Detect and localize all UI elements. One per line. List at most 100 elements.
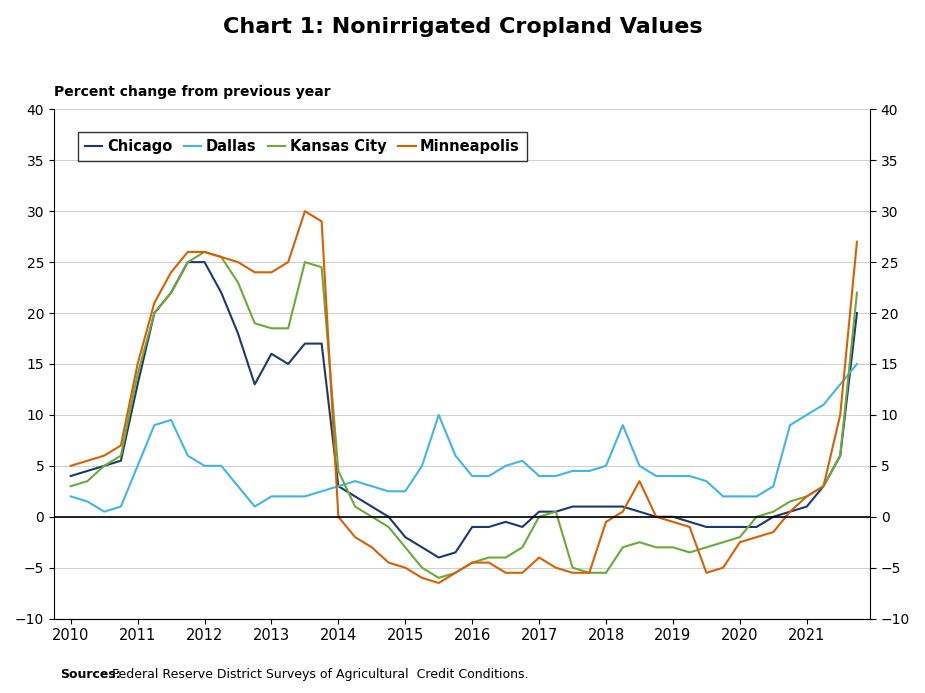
Minneapolis [567, 569, 578, 577]
Kansas City [517, 543, 528, 552]
Minneapolis [249, 268, 260, 277]
Minneapolis [416, 574, 427, 582]
Dallas [634, 462, 645, 470]
Chicago [550, 507, 561, 516]
Chicago [116, 457, 127, 465]
Kansas City [701, 543, 712, 552]
Chicago [617, 502, 628, 511]
Dallas [99, 507, 110, 516]
Kansas City [232, 279, 243, 287]
Kansas City [751, 513, 762, 521]
Dallas [584, 467, 595, 475]
Minneapolis [216, 253, 227, 261]
Kansas City [166, 288, 177, 297]
Minneapolis [718, 563, 729, 572]
Kansas City [466, 559, 477, 567]
Chicago [216, 288, 227, 297]
Minneapolis [600, 518, 611, 526]
Minneapolis [751, 533, 762, 541]
Minneapolis [283, 258, 294, 266]
Kansas City [734, 533, 746, 541]
Kansas City [249, 319, 260, 327]
Kansas City [534, 513, 545, 521]
Chicago [701, 523, 712, 531]
Line: Chicago: Chicago [70, 262, 857, 557]
Chicago [784, 507, 796, 516]
Chicago [718, 523, 729, 531]
Chicago [734, 523, 746, 531]
Dallas [333, 482, 344, 491]
Minneapolis [350, 533, 361, 541]
Kansas City [617, 543, 628, 552]
Minneapolis [584, 569, 595, 577]
Dallas [82, 498, 93, 506]
Kansas City [684, 548, 696, 556]
Minneapolis [265, 268, 277, 277]
Dallas [534, 472, 545, 480]
Chicago [99, 462, 110, 470]
Minneapolis [450, 569, 461, 577]
Minneapolis [768, 528, 779, 536]
Dallas [567, 467, 578, 475]
Chicago [433, 553, 444, 561]
Kansas City [383, 523, 394, 531]
Line: Kansas City: Kansas City [70, 252, 857, 578]
Kansas City [366, 513, 377, 521]
Kansas City [400, 543, 411, 552]
Chicago [517, 523, 528, 531]
Chicago [450, 548, 461, 556]
Chicago [600, 502, 611, 511]
Kansas City [851, 288, 862, 297]
Dallas [450, 452, 461, 460]
Chicago [249, 380, 260, 389]
Kansas City [82, 477, 93, 485]
Dallas [734, 492, 746, 500]
Chicago [534, 507, 545, 516]
Text: Federal Reserve District Surveys of Agricultural  Credit Conditions.: Federal Reserve District Surveys of Agri… [108, 668, 529, 681]
Dallas [383, 487, 394, 495]
Kansas City [132, 370, 143, 378]
Chicago [265, 350, 277, 358]
Dallas [300, 492, 311, 500]
Dallas [400, 487, 411, 495]
Dallas [249, 502, 260, 511]
Minneapolis [818, 482, 829, 491]
Minneapolis [149, 299, 160, 307]
Kansas City [550, 507, 561, 516]
Chicago [82, 467, 93, 475]
Kansas City [149, 309, 160, 317]
Chicago [634, 507, 645, 516]
Kansas City [818, 482, 829, 491]
Dallas [484, 472, 495, 480]
Chicago [166, 288, 177, 297]
Kansas City [265, 324, 277, 333]
Kansas City [116, 452, 127, 460]
Dallas [65, 492, 76, 500]
Kansas City [333, 467, 344, 475]
Line: Dallas: Dallas [70, 364, 857, 511]
Kansas City [801, 492, 812, 500]
Chicago [768, 513, 779, 521]
Minneapolis [834, 411, 845, 419]
Kansas City [316, 263, 327, 272]
Kansas City [182, 258, 193, 266]
Dallas [801, 411, 812, 419]
Dallas [617, 421, 628, 429]
Minneapolis [82, 457, 93, 465]
Chicago [350, 492, 361, 500]
Minneapolis [433, 579, 444, 587]
Dallas [500, 462, 512, 470]
Chicago [400, 533, 411, 541]
Minneapolis [784, 507, 796, 516]
Minneapolis [734, 538, 746, 546]
Dallas [701, 477, 712, 485]
Minneapolis [99, 452, 110, 460]
Kansas City [567, 563, 578, 572]
Chicago [584, 502, 595, 511]
Text: Chart 1: Nonirrigated Cropland Values: Chart 1: Nonirrigated Cropland Values [223, 17, 702, 37]
Minneapolis [517, 569, 528, 577]
Minneapolis [400, 563, 411, 572]
Minneapolis [383, 559, 394, 567]
Dallas [650, 472, 661, 480]
Chicago [667, 513, 678, 521]
